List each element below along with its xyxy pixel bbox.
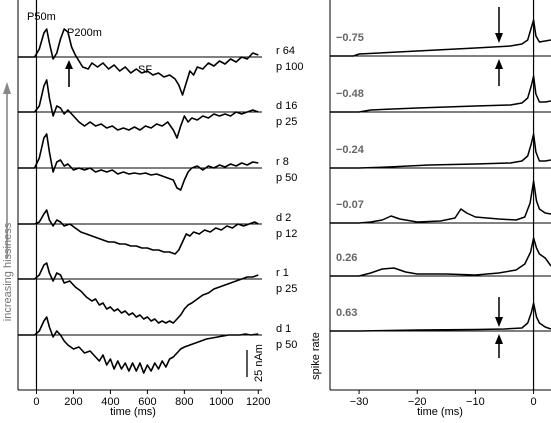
left-x-tick-label: 1200	[246, 396, 270, 408]
hissiness-axis: increasing hissiness	[2, 82, 14, 321]
left-row-label: r 8	[276, 156, 289, 168]
right-y-axis-label: spike rate	[310, 332, 322, 380]
left-panel: r 64 p 100 d 16 p 25 r 8 p 50 d 2 p 12 r 1 p 25 d …	[17, 0, 304, 418]
right-trace-line	[330, 75, 551, 113]
left-row-label: d 16	[276, 100, 297, 112]
up-arrow-icon	[495, 334, 503, 358]
right-x-axis: −30 −20 −10 0	[329, 0, 551, 408]
left-row-sublabel: p 50	[276, 172, 297, 184]
left-trace-line	[18, 28, 259, 96]
right-row-value: 0.26	[336, 252, 357, 264]
right-x-tick-label: −10	[466, 396, 485, 408]
left-row-label: r 1	[276, 267, 289, 279]
left-row-sublabel: p 12	[276, 228, 297, 240]
right-trace-line	[330, 180, 551, 224]
right-trace-line	[330, 237, 551, 277]
right-row-value: 0.63	[336, 307, 357, 319]
left-x-tick-label: 1000	[209, 396, 233, 408]
left-row-sublabel: p 50	[276, 339, 297, 351]
down-arrow-icon	[495, 7, 503, 43]
top-row-arrows	[495, 7, 503, 86]
scale-bar-label: 25 nAm	[253, 344, 265, 382]
left-row-label: r 64	[276, 45, 295, 57]
left-trace-line	[18, 133, 259, 191]
left-x-axis-label: time (ms)	[110, 406, 156, 418]
p200m-label: P200m	[67, 27, 102, 39]
left-row-sublabel: p 100	[276, 61, 304, 73]
right-row-value: −0.07	[336, 199, 364, 211]
right-row-value: −0.48	[336, 88, 364, 100]
right-trace-line	[330, 19, 551, 57]
right-row-value: −0.75	[336, 32, 364, 44]
up-arrow-icon	[3, 82, 11, 94]
right-trace-line	[330, 133, 551, 169]
right-traces	[330, 19, 551, 332]
right-row-values: −0.75 −0.48 −0.24 −0.07 0.26 0.63	[336, 32, 365, 319]
left-x-tick-label: 600	[138, 396, 156, 408]
left-row-sublabel: p 25	[276, 116, 297, 128]
left-x-tick-label: 800	[175, 396, 193, 408]
up-arrow-icon	[495, 59, 503, 86]
right-x-tick-label: 0	[530, 396, 536, 408]
right-x-tick-label: −30	[350, 396, 369, 408]
left-x-tick-label: 400	[101, 396, 119, 408]
down-arrow-icon	[495, 297, 503, 327]
left-row-label: d 1	[276, 323, 291, 335]
right-row-value: −0.24	[336, 144, 365, 156]
left-x-axis: 0 200 400 600 800 1000 1200	[17, 0, 271, 408]
bottom-row-arrows	[495, 297, 503, 358]
right-x-axis-label: time (ms)	[417, 406, 463, 418]
hissiness-label: increasing hissiness	[2, 222, 14, 321]
left-trace-line	[18, 79, 259, 139]
right-x-tick-label: −20	[408, 396, 427, 408]
right-trace-line	[330, 302, 551, 332]
left-x-tick-label: 200	[64, 396, 82, 408]
right-panel: −0.75−0.48−0.24−0.070.260.63 −30 −20 −10 0 …	[310, 0, 551, 418]
left-row-labels: r 64 p 100 d 16 p 25 r 8 p 50 d 2 p 12 r 1 p 25 d …	[276, 45, 304, 351]
left-x-tick-label: 0	[33, 396, 39, 408]
sf-label: SF	[138, 64, 152, 76]
left-row-label: d 2	[276, 212, 291, 224]
left-trace-line	[18, 209, 259, 255]
left-traces	[18, 28, 262, 374]
left-trace-line	[18, 316, 259, 374]
p50m-label: P50m	[27, 11, 56, 23]
left-row-sublabel: p 25	[276, 283, 297, 295]
p200m-arrow-icon	[65, 60, 73, 87]
left-trace-line	[18, 262, 259, 324]
